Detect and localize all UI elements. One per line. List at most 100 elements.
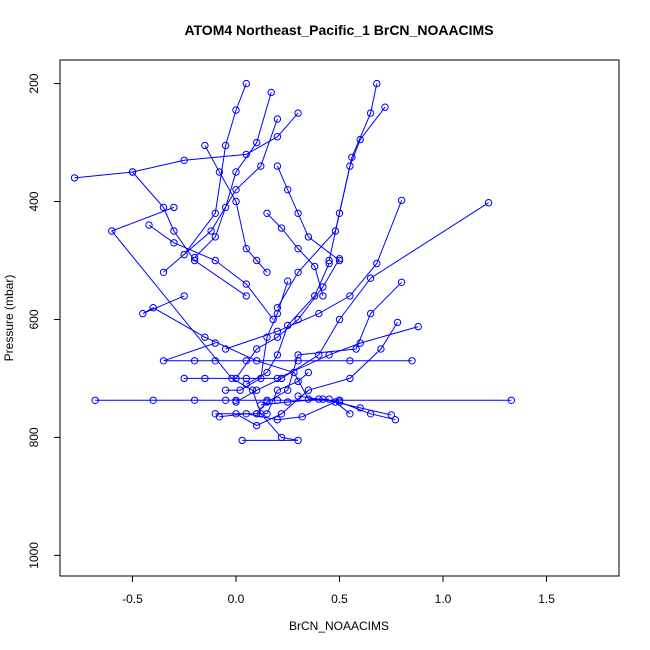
series-line-16	[225, 200, 403, 350]
data-point	[273, 416, 282, 424]
data-point	[242, 245, 251, 253]
data-point	[273, 309, 282, 318]
series-line-27	[148, 224, 274, 320]
data-point	[366, 274, 375, 282]
data-point	[149, 396, 157, 404]
data-point	[373, 79, 381, 88]
data-point	[180, 250, 188, 259]
data-point	[366, 109, 375, 117]
data-point	[159, 203, 168, 212]
data-point	[414, 322, 422, 331]
series-line-20	[194, 92, 272, 258]
data-point	[253, 138, 261, 147]
data-point	[236, 386, 244, 394]
data-point	[139, 309, 147, 318]
data-point	[263, 410, 271, 418]
data-point	[180, 156, 188, 165]
data-point	[221, 345, 230, 353]
data-point	[211, 339, 220, 347]
data-point	[201, 374, 209, 383]
data-point	[335, 209, 344, 218]
series-line-9	[246, 263, 330, 385]
data-point	[159, 268, 168, 276]
data-point	[507, 396, 515, 404]
data-point	[352, 345, 360, 353]
plot-marks	[70, 79, 515, 445]
data-point	[263, 268, 271, 276]
data-point	[366, 309, 375, 318]
data-point	[397, 196, 406, 205]
data-point	[190, 357, 199, 365]
data-point	[242, 292, 251, 300]
data-point	[221, 141, 230, 150]
data-point	[381, 103, 389, 111]
data-point	[315, 395, 323, 403]
series-line-5	[184, 326, 419, 379]
data-point	[304, 386, 313, 394]
data-point	[70, 174, 79, 182]
data-point	[232, 374, 240, 383]
data-point	[242, 79, 251, 88]
data-point	[335, 398, 344, 406]
data-point	[319, 292, 327, 300]
series-line-18	[328, 83, 378, 261]
data-point	[484, 199, 493, 207]
data-point	[128, 168, 137, 176]
data-point	[170, 203, 178, 212]
data-point	[253, 256, 261, 265]
data-point	[315, 309, 323, 318]
data-point	[311, 262, 319, 271]
data-point	[170, 227, 178, 235]
data-point	[263, 333, 271, 341]
data-point	[277, 410, 286, 418]
data-point	[273, 133, 282, 141]
data-point	[273, 327, 282, 335]
data-point	[145, 221, 153, 229]
data-point	[304, 395, 313, 403]
series-line-4	[163, 342, 412, 362]
data-point	[284, 398, 292, 406]
data-point	[221, 386, 230, 394]
x-tick-label: -0.5	[122, 592, 143, 606]
data-point	[348, 153, 356, 162]
data-point	[273, 386, 282, 394]
series-line-21	[183, 83, 247, 255]
y-tick-label: 1000	[27, 542, 41, 569]
x-axis: -0.5 0.0 0.5 1.0 1.5	[122, 576, 555, 606]
data-point	[284, 386, 292, 394]
series-line-2	[142, 295, 330, 400]
data-point	[232, 197, 240, 206]
x-axis-label: BrCN_NOAACIMS	[289, 619, 389, 633]
data-point	[269, 315, 277, 324]
data-point	[304, 233, 313, 241]
data-point	[207, 227, 215, 235]
data-point	[232, 106, 240, 114]
data-point	[294, 268, 302, 276]
data-point	[170, 239, 178, 247]
data-point	[273, 304, 282, 312]
data-point	[366, 410, 375, 418]
data-point	[304, 368, 313, 377]
data-point	[277, 224, 286, 232]
chart-title: ATOM4 Northeast_Pacific_1 BrCN_NOAACIMS	[184, 22, 493, 38]
data-point	[311, 292, 319, 300]
series-line-26	[276, 165, 340, 261]
data-point	[232, 186, 240, 194]
data-point	[211, 256, 220, 265]
data-point	[149, 304, 157, 312]
x-tick-label: 0.5	[331, 592, 348, 606]
series-line-23	[74, 112, 299, 179]
data-point	[335, 256, 344, 265]
data-point	[319, 283, 327, 291]
y-tick-label: 600	[27, 309, 41, 329]
data-point	[263, 368, 271, 377]
data-point	[373, 259, 381, 268]
y-tick-label: 800	[27, 427, 41, 447]
data-point	[159, 357, 168, 365]
data-point	[273, 162, 282, 170]
data-point	[211, 233, 220, 241]
data-point	[91, 396, 99, 404]
data-point	[253, 386, 261, 394]
